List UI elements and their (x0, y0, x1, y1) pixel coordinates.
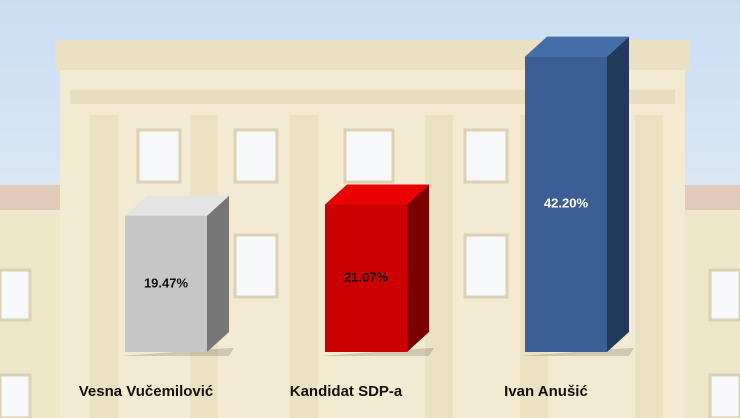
bar-top (325, 184, 429, 205)
bar (320, 184, 434, 356)
value-label: 21.07% (344, 270, 389, 285)
bars: 19.47% Vesna Vučemilović 21.07% Kandidat SD… (79, 36, 634, 400)
bar-side (207, 195, 229, 352)
bar (120, 195, 234, 356)
bar-front (125, 215, 207, 352)
category-label: Ivan Anušić (504, 383, 588, 400)
bar-front (325, 204, 407, 352)
bar (520, 36, 634, 356)
category-label: Vesna Vučemilović (79, 383, 214, 400)
bar-side (407, 184, 429, 352)
bar-side (607, 36, 629, 352)
value-label: 19.47% (144, 275, 189, 290)
value-label: 42.20% (544, 196, 589, 211)
bar-front (525, 56, 607, 352)
bar-top (125, 195, 229, 216)
category-label: Kandidat SDP-a (290, 383, 403, 400)
bar-top (525, 36, 629, 57)
